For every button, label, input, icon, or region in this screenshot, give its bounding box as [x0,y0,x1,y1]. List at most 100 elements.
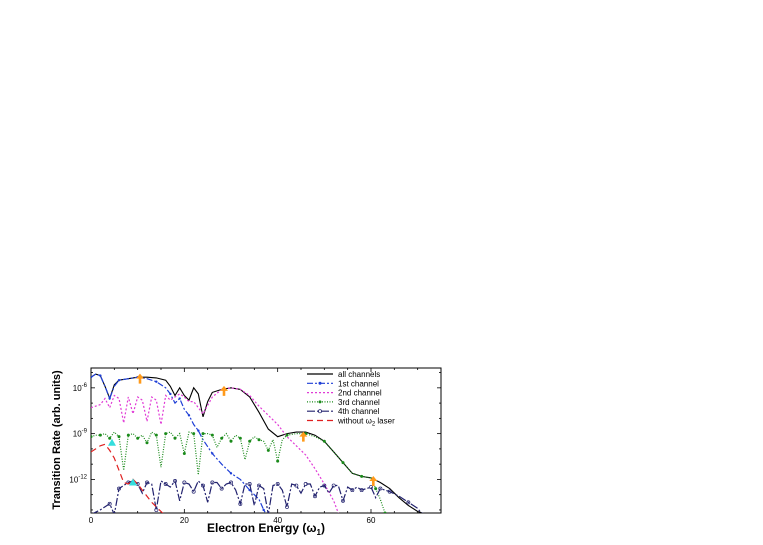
series-line-4 [91,431,386,513]
x-axis-title-main: Electron Energy (ω [207,521,317,535]
series-point [374,487,378,491]
legend-marker [318,400,322,404]
series-point [126,433,130,437]
cyan-triangle-marker [108,438,116,446]
series-point [248,488,251,492]
series-point [285,433,289,437]
series-point [359,488,364,493]
series-point [107,501,112,506]
x-axis-title-sub: 1 [317,528,322,537]
series-point [210,433,214,437]
series-point [350,488,355,493]
series-point [220,436,224,440]
series-point [257,483,261,488]
series-point [154,507,159,512]
series-point [211,452,214,455]
legend-label: without ω2 laser [337,417,395,428]
series-point [229,472,233,475]
series-point [247,482,252,486]
series-point [117,486,121,491]
orange-arrow-marker [220,385,228,396]
series-point [229,480,233,485]
series-point [178,397,181,400]
legend-label: 1st channel [338,379,379,388]
series-point [169,392,172,396]
cyan-triangle-marker [129,478,137,486]
series-point [182,451,186,455]
series-line-5 [92,479,422,513]
series-point [267,512,270,513]
series-point [369,485,373,490]
series-point [108,436,112,440]
series-point [117,435,121,439]
x-tick-label: 20 [180,516,189,525]
series-point [163,482,168,486]
series-point [210,480,215,485]
series-point [238,436,242,440]
series-point [313,494,317,499]
x-axis-title-close: ) [321,521,325,535]
x-tick-label: 0 [89,516,94,525]
series-point [219,486,224,491]
legend-marker [318,381,322,385]
series-point [108,397,111,400]
series-point [154,433,158,437]
series-point [406,500,411,505]
series-point [201,483,205,488]
series-point [248,439,252,443]
series-point [303,482,308,486]
series-point [145,441,149,445]
series-point [164,432,168,436]
series-point [276,459,280,463]
series-point [117,379,121,382]
legend-label: 4th channel [338,407,380,416]
series-point [136,436,140,440]
series-point [331,483,336,488]
annotation-layer [108,373,378,486]
series-point [387,489,392,494]
x-axis-title: Electron Energy (ω1) [207,521,325,537]
legend-marker [318,409,322,414]
plot-frame [90,367,442,514]
legend-label: 2nd channel [338,389,382,398]
series-line-6 [91,443,164,513]
tick-labels: 0 20 40 60 10-6 10-9 10-12 [69,383,376,525]
series-point [191,489,196,494]
axis-ticks [90,368,442,513]
series-line-3 [91,387,339,513]
series-point [187,414,191,417]
series-point [262,508,265,512]
series-point [378,486,383,491]
series-point [341,498,345,503]
series-line-2 [91,373,267,513]
series-point [173,478,177,483]
series-point [238,501,243,506]
orange-arrow-marker [136,373,144,384]
y-tick-label: 10-12 [69,474,87,484]
series-point [275,482,280,486]
series-point [201,432,205,436]
legend-label: all channels [338,370,380,379]
series-point [91,375,93,379]
series-layer [91,373,425,513]
series-point [294,483,299,488]
legend-label: 3rd channel [338,398,380,407]
series-point [192,432,196,436]
series-point [341,461,345,465]
series-point [229,439,233,443]
y-tick-label: 10-9 [73,429,88,439]
series-point [182,480,187,485]
series-point [197,429,200,432]
series-point [173,436,177,440]
series-point [91,512,93,513]
series-point [360,474,364,478]
series-point [98,433,102,437]
series-point [322,483,327,488]
series-point [421,512,424,513]
series-point [99,374,102,377]
series-point [145,480,149,485]
y-tick-label: 10-6 [73,383,88,393]
x-tick-label: 40 [273,516,282,525]
